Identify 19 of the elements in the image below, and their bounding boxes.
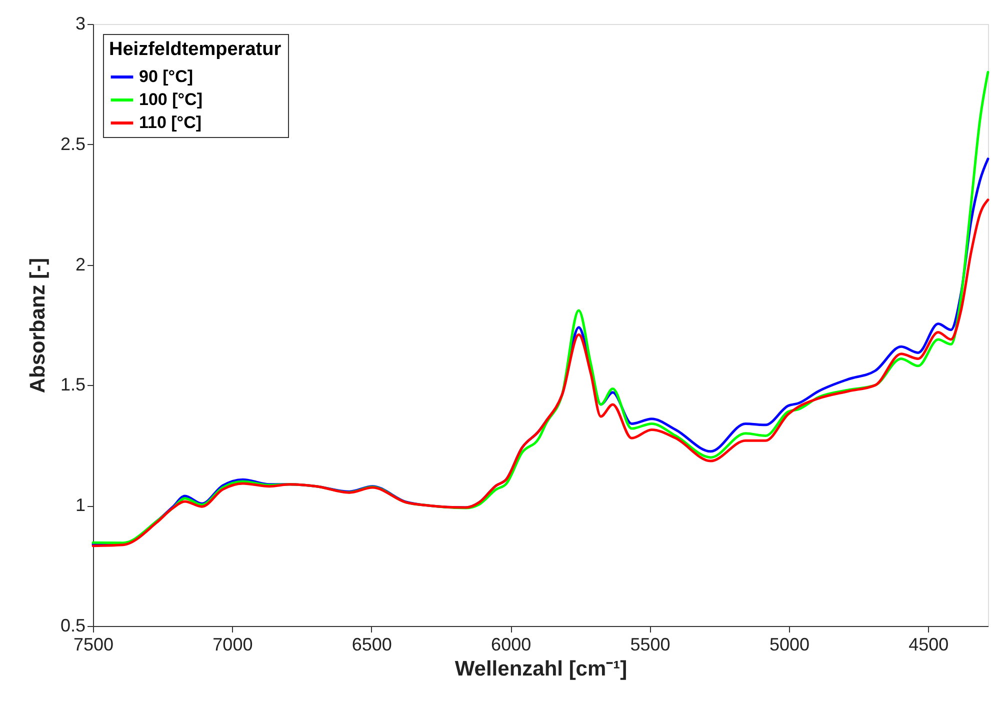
x-tick-label: 5000 [769, 634, 810, 654]
x-axis-title: Wellenzahl [cm⁻¹] [454, 658, 628, 680]
x-tick-label: 7000 [212, 634, 253, 654]
legend-label: 100 [°C] [139, 90, 202, 109]
x-tick-label: 7500 [73, 634, 114, 654]
legend-label: 110 [°C] [139, 113, 202, 132]
x-tick-label: 5500 [630, 634, 670, 654]
y-tick-label: 2 [75, 254, 86, 274]
legend-title: Heizfeldtemperatur [109, 39, 282, 60]
y-tick-label: 0.5 [60, 616, 86, 636]
legend-label: 90 [°C] [139, 67, 194, 86]
x-tick-label: 6000 [491, 634, 532, 654]
x-tick-label: 6500 [352, 634, 392, 654]
y-tick-label: 3 [75, 14, 86, 34]
y-tick-label: 1.5 [60, 374, 86, 395]
x-tick-label: 4500 [908, 634, 949, 654]
y-axis-title: Absorbanz [-] [26, 258, 50, 394]
y-tick-label: 1 [75, 495, 86, 516]
y-tick-label: 2.5 [60, 134, 86, 154]
